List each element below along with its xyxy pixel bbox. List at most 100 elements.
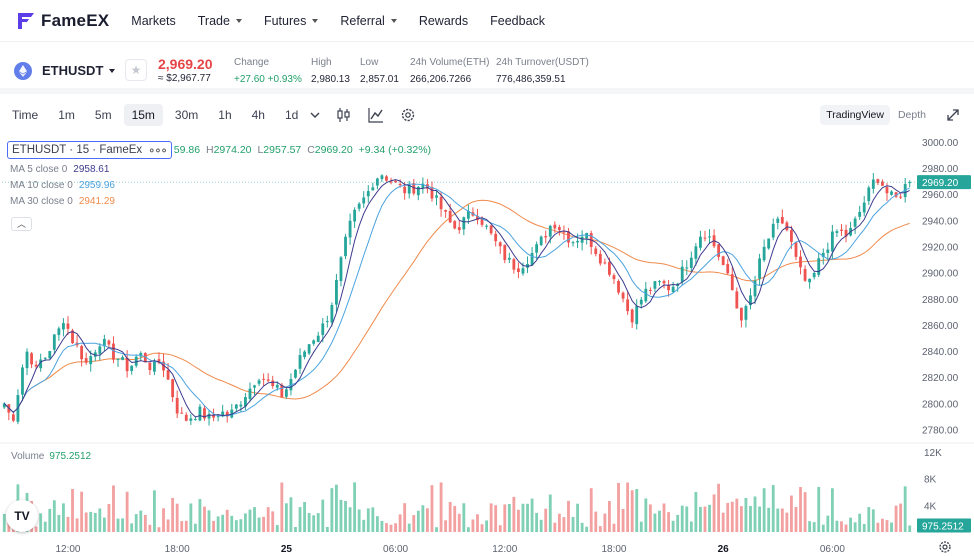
chevron-down-icon[interactable] bbox=[310, 110, 320, 120]
indicators-icon[interactable] bbox=[368, 107, 384, 123]
volume-bar bbox=[485, 520, 488, 532]
candle bbox=[867, 187, 871, 202]
tab-tradingview[interactable]: TradingView bbox=[820, 105, 890, 125]
more-options-icon[interactable]: ∘∘∘ bbox=[148, 145, 168, 157]
volume-value: 975.2512 bbox=[49, 451, 92, 462]
nav-item-label: Trade bbox=[197, 13, 230, 28]
stat-label: 24h Volume(ETH) bbox=[410, 57, 490, 68]
volume-bar bbox=[730, 501, 734, 532]
nav-item-referral[interactable]: Referral bbox=[340, 14, 397, 28]
volume-bar bbox=[162, 508, 165, 532]
favorite-star-button[interactable]: ★ bbox=[125, 59, 147, 81]
nav-item-rewards[interactable]: Rewards bbox=[419, 14, 468, 28]
symbol-chip[interactable]: ETHUSDT · 15 · FameEx ∘∘∘ bbox=[7, 141, 172, 159]
volume-bar bbox=[284, 503, 288, 532]
volume-bar bbox=[612, 523, 616, 532]
timeframe-15m[interactable]: 15m bbox=[123, 104, 163, 126]
volume-bar bbox=[71, 488, 74, 532]
candle bbox=[881, 181, 884, 186]
volume-bar bbox=[462, 503, 466, 532]
ohlc-low: 2957.57 bbox=[263, 144, 302, 156]
timeframe-time[interactable]: Time bbox=[12, 108, 39, 122]
fullscreen-expand-icon[interactable] bbox=[944, 106, 962, 124]
volume-bar bbox=[794, 507, 798, 532]
volume-bar bbox=[353, 482, 357, 532]
candlestick-type-icon[interactable] bbox=[336, 107, 352, 123]
volume-bar bbox=[594, 511, 598, 532]
ethereum-icon bbox=[14, 62, 32, 80]
candle bbox=[821, 252, 825, 258]
chart-legend: ETHUSDT · 15 · FameEx ∘∘∘ 59.86 H2974.20… bbox=[7, 141, 431, 207]
candle bbox=[71, 330, 74, 344]
ma5-path bbox=[3, 179, 910, 418]
volume-bar bbox=[749, 505, 752, 532]
timeframe-5m[interactable]: 5m bbox=[94, 108, 112, 122]
nav-item-futures[interactable]: Futures bbox=[264, 14, 319, 28]
candle bbox=[398, 184, 402, 186]
candle bbox=[180, 412, 184, 414]
nav-item-feedback[interactable]: Feedback bbox=[490, 14, 545, 28]
timeframe-1m[interactable]: 1m bbox=[58, 108, 75, 122]
volume-tick-label: 12K bbox=[924, 448, 942, 459]
price-chart[interactable]: 3000.00 2980.00 2960.00 2940.00 2920.00 2900.… bbox=[0, 134, 974, 556]
candle bbox=[284, 389, 288, 397]
volume-bar bbox=[744, 498, 748, 532]
volume-bar bbox=[680, 505, 684, 532]
volume-bar bbox=[143, 514, 147, 532]
current-volume-label: 975.2512 bbox=[922, 521, 964, 532]
stat-high: High 2,980.13 bbox=[311, 57, 350, 85]
price-tick-label: 2880.00 bbox=[922, 295, 959, 306]
volume-bar bbox=[835, 520, 839, 532]
candle bbox=[717, 244, 721, 257]
volume-bar bbox=[521, 503, 525, 532]
volume-bar bbox=[398, 514, 402, 532]
timeframe-1h[interactable]: 1h bbox=[218, 108, 232, 122]
nav-item-markets[interactable]: Markets bbox=[131, 14, 175, 28]
candle bbox=[662, 281, 666, 284]
candle bbox=[462, 217, 466, 230]
volume-bar bbox=[526, 503, 529, 532]
settings-gear-icon[interactable] bbox=[400, 107, 416, 123]
candle bbox=[908, 182, 912, 184]
volume-bar bbox=[116, 518, 120, 532]
ohlc-high: 2974.20 bbox=[213, 144, 252, 156]
volume-bar bbox=[535, 512, 539, 532]
candle bbox=[143, 352, 147, 363]
chart-view-tabs: TradingView Depth bbox=[818, 105, 932, 125]
volume-label: Volume bbox=[11, 451, 45, 462]
volume-bar bbox=[708, 504, 711, 532]
volume-bar bbox=[221, 514, 225, 532]
candle bbox=[57, 328, 61, 336]
tab-depth[interactable]: Depth bbox=[897, 109, 926, 121]
stat-value: 776,486,359.51 bbox=[496, 74, 566, 85]
candle bbox=[576, 240, 579, 243]
candle bbox=[52, 334, 56, 350]
candle bbox=[767, 238, 771, 249]
candle bbox=[125, 357, 129, 372]
time-tick-label: 12:00 bbox=[492, 544, 517, 555]
timeframe-1d[interactable]: 1d bbox=[284, 108, 299, 122]
candle bbox=[230, 409, 234, 418]
brand-logo[interactable]: FameEX bbox=[16, 11, 109, 31]
symbol-selector[interactable]: ETHUSDT bbox=[42, 63, 116, 78]
candle bbox=[344, 236, 347, 257]
candle bbox=[812, 272, 816, 278]
timeframe-4h[interactable]: 4h bbox=[251, 108, 265, 122]
nav-item-trade[interactable]: Trade bbox=[198, 14, 242, 28]
timeframe-30m[interactable]: 30m bbox=[174, 108, 199, 122]
candle bbox=[694, 246, 698, 259]
volume-bar bbox=[89, 511, 93, 532]
volume-bar bbox=[80, 491, 84, 532]
candle bbox=[735, 291, 739, 309]
volume-bar bbox=[676, 514, 680, 532]
volume-bar bbox=[348, 507, 352, 532]
time-axis-settings-icon[interactable] bbox=[938, 540, 952, 554]
tradingview-logo-icon[interactable]: TV bbox=[6, 500, 38, 532]
ohlc-change: +9.34 (+0.32%) bbox=[358, 144, 432, 156]
candle bbox=[166, 370, 170, 380]
candle bbox=[348, 220, 352, 238]
collapse-legend-button[interactable]: ︿ bbox=[11, 217, 32, 231]
candle bbox=[699, 236, 702, 248]
volume-bar bbox=[703, 506, 707, 532]
candle bbox=[171, 379, 175, 398]
